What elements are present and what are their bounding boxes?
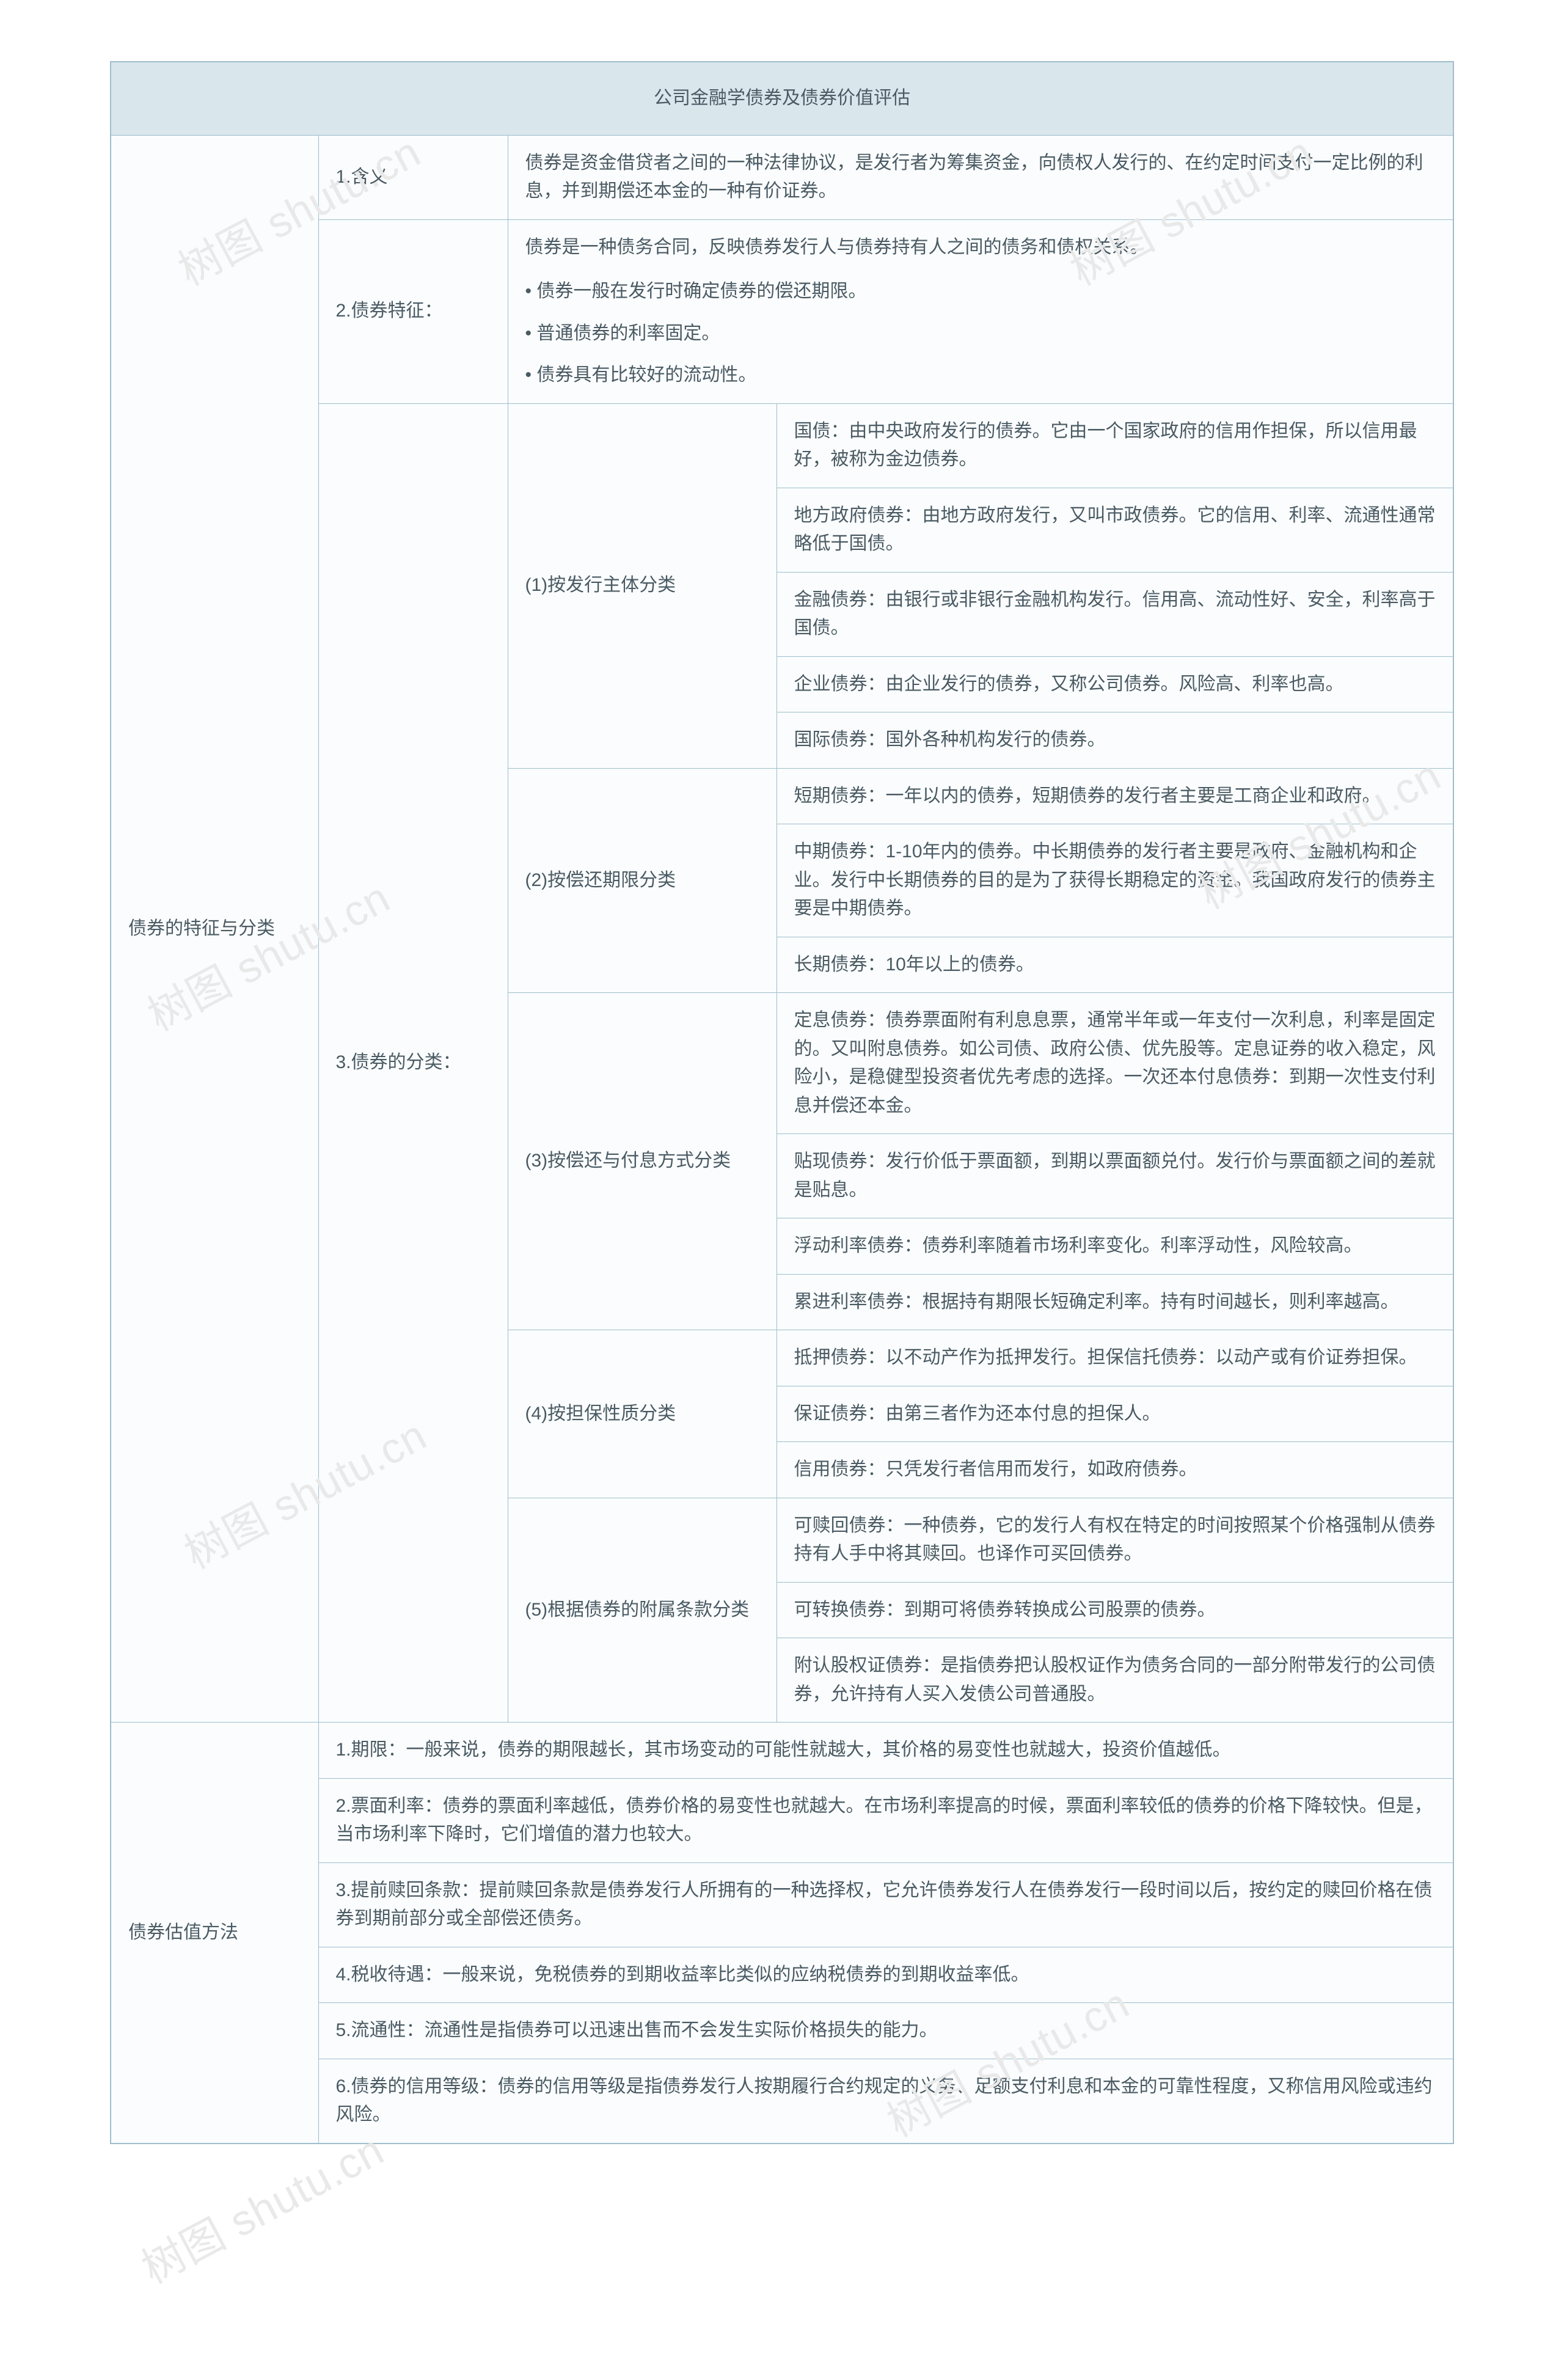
s1-features-label: 2.债券特征： <box>318 219 508 403</box>
g5-label: (5)根据债券的附属条款分类 <box>508 1498 777 1723</box>
g4-r2: 保证债券：由第三者作为还本付息的担保人。 <box>777 1386 1453 1442</box>
g5-r1: 可赎回债券：一种债券，它的发行人有权在特定的时间按照某个价格强制从债券持有人手中… <box>777 1498 1453 1582</box>
features-lead: 债券是一种债务合同，反映债券发行人与债券持有人之间的债务和债权关系。 <box>525 233 1436 262</box>
s1-meaning-label: 1.含义 <box>318 135 508 219</box>
g4-label: (4)按担保性质分类 <box>508 1330 777 1498</box>
g3-r2: 贴现债券：发行价低于票面额，到期以票面额兑付。发行价与票面额之间的差就是贴息。 <box>777 1134 1453 1218</box>
s2-r2: 2.票面利率：债券的票面利率越低，债券价格的易变性也就越大。在市场利率提高的时候… <box>318 1778 1453 1862</box>
page-title: 公司金融学债券及债券价值评估 <box>111 62 1453 135</box>
s2-r3: 3.提前赎回条款：提前赎回条款是债券发行人所拥有的一种选择权，它允许债券发行人在… <box>318 1862 1453 1947</box>
g4-r3: 信用债券：只凭发行者信用而发行，如政府债券。 <box>777 1442 1453 1498</box>
g2-r1: 短期债券：一年以内的债券，短期债券的发行者主要是工商企业和政府。 <box>777 768 1453 824</box>
g5-r3: 附认股权证债券：是指债券把认股权证作为债务合同的一部分附带发行的公司债券，允许持… <box>777 1638 1453 1723</box>
g1-r1: 国债：由中央政府发行的债券。它由一个国家政府的信用作担保，所以信用最好，被称为金… <box>777 403 1453 488</box>
features-b2: 普通债券的利率固定。 <box>525 320 1436 348</box>
g1-label: (1)按发行主体分类 <box>508 403 777 768</box>
document-page: 公司金融学债券及债券价值评估 债券的特征与分类 1.含义 债券是资金借贷者之间的… <box>0 0 1564 2380</box>
g3-r1: 定息债券：债券票面附有利息息票，通常半年或一年支付一次利息，利率是固定的。又叫附… <box>777 993 1453 1134</box>
g2-r3: 长期债券：10年以上的债券。 <box>777 937 1453 993</box>
g4-r1: 抵押债券：以不动产作为抵押发行。担保信托债券：以动产或有价证券担保。 <box>777 1330 1453 1386</box>
s2-r5: 5.流通性：流通性是指债券可以迅速出售而不会发生实际价格损失的能力。 <box>318 2003 1453 2059</box>
g3-label: (3)按偿还与付息方式分类 <box>508 993 777 1330</box>
s2-r4: 4.税收待遇：一般来说，免税债券的到期收益率比类似的应纳税债券的到期收益率低。 <box>318 1947 1453 2003</box>
section-2-label: 债券估值方法 <box>111 1723 318 2144</box>
features-b3: 债券具有比较好的流动性。 <box>525 361 1436 390</box>
s2-r6: 6.债券的信用等级：债券的信用等级是指债券发行人按期履行合约规定的义务、足额支付… <box>318 2059 1453 2144</box>
g5-r2: 可转换债券：到期可将债券转换成公司股票的债券。 <box>777 1582 1453 1638</box>
g1-r5: 国际债券：国外各种机构发行的债券。 <box>777 712 1453 769</box>
s2-r1: 1.期限：一般来说，债券的期限越长，其市场变动的可能性就越大，其价格的易变性也就… <box>318 1723 1453 1779</box>
g2-r2: 中期债券：1-10年内的债券。中长期债券的发行者主要是政府、金融机构和企业。发行… <box>777 824 1453 937</box>
s1-meaning-text: 债券是资金借贷者之间的一种法律协议，是发行者为筹集资金，向债权人发行的、在约定时… <box>508 135 1453 219</box>
main-table: 公司金融学债券及债券价值评估 债券的特征与分类 1.含义 债券是资金借贷者之间的… <box>110 61 1454 2144</box>
s1-classify-label: 3.债券的分类： <box>318 403 508 1723</box>
g3-r3: 浮动利率债券：债券利率随着市场利率变化。利率浮动性，风险较高。 <box>777 1218 1453 1275</box>
section-1-label: 债券的特征与分类 <box>111 135 318 1723</box>
g1-r3: 金融债券：由银行或非银行金融机构发行。信用高、流动性好、安全，利率高于国债。 <box>777 572 1453 656</box>
g3-r4: 累进利率债券：根据持有期限长短确定利率。持有时间越长，则利率越高。 <box>777 1274 1453 1330</box>
g1-r4: 企业债券：由企业发行的债券，又称公司债券。风险高、利率也高。 <box>777 656 1453 712</box>
s1-features-text: 债券是一种债务合同，反映债券发行人与债券持有人之间的债务和债权关系。 债券一般在… <box>508 219 1453 403</box>
features-b1: 债券一般在发行时确定债券的偿还期限。 <box>525 277 1436 306</box>
g1-r2: 地方政府债券：由地方政府发行，又叫市政债券。它的信用、利率、流通性通常略低于国债… <box>777 488 1453 572</box>
g2-label: (2)按偿还期限分类 <box>508 768 777 993</box>
